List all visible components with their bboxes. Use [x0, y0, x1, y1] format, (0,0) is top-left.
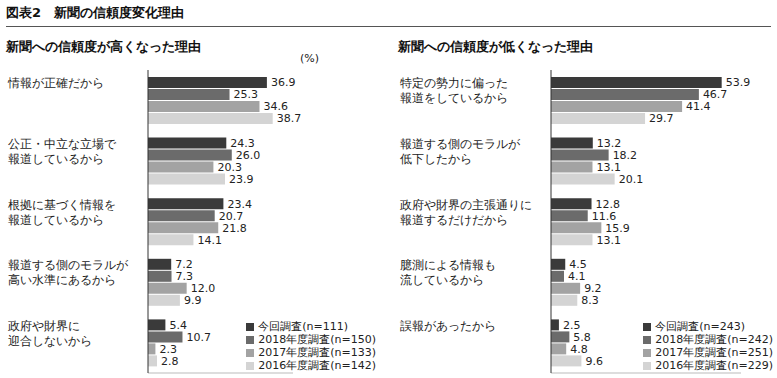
svg-text:12.0: 12.0	[190, 282, 216, 296]
svg-text:23.4: 23.4	[227, 197, 252, 211]
svg-text:臆測による情報も: 臆測による情報も	[400, 258, 496, 272]
svg-text:根拠に基づく情報を: 根拠に基づく情報を	[8, 198, 116, 212]
svg-text:4.5: 4.5	[569, 258, 587, 272]
svg-text:2.5: 2.5	[562, 318, 581, 332]
svg-text:報道しているから: 報道しているから	[8, 213, 104, 227]
svg-text:高い水準にあるから: 高い水準にあるから	[8, 273, 116, 287]
svg-text:9.2: 9.2	[584, 282, 602, 296]
html-text:今回調査(n=243): 今回調査(n=243)	[655, 320, 745, 333]
svg-text:9.9: 9.9	[184, 294, 202, 307]
svg-text:18.2: 18.2	[612, 149, 638, 162]
html-text:2018年度調査(n=242): 2018年度調査(n=242)	[655, 333, 773, 346]
svg-text:流しているから: 流しているから	[400, 273, 484, 287]
svg-text:報道する側のモラルが: 報道する側のモラルが	[8, 258, 129, 272]
svg-text:迎合しないから: 迎合しないから	[8, 334, 92, 348]
svg-text:8.3: 8.3	[581, 294, 599, 307]
html-text:2018年度調査(n=150): 2018年度調査(n=150)	[258, 333, 376, 346]
svg-text:報道しているから: 報道しているから	[8, 152, 104, 166]
svg-text:5.8: 5.8	[573, 330, 591, 344]
svg-text:2.8: 2.8	[161, 355, 179, 368]
svg-text:21.8: 21.8	[222, 222, 247, 235]
html-text:2016年度調査(n=142): 2016年度調査(n=142)	[258, 359, 376, 372]
svg-text:15.9: 15.9	[605, 221, 630, 235]
svg-text:20.1: 20.1	[619, 173, 644, 186]
svg-text:34.6: 34.6	[263, 100, 288, 114]
svg-text:13.1: 13.1	[596, 234, 621, 247]
html-text:今回調査(n=111): 今回調査(n=111)	[258, 320, 348, 333]
svg-text:20.7: 20.7	[218, 209, 244, 223]
svg-text:13.1: 13.1	[596, 161, 621, 174]
svg-text:46.7: 46.7	[702, 88, 728, 102]
svg-text:41.4: 41.4	[686, 100, 711, 113]
svg-text:公正・中立な立場で: 公正・中立な立場で	[8, 137, 117, 151]
html-text:2016年度調査(n=229): 2016年度調査(n=229)	[655, 359, 773, 372]
svg-text:政府や財界に: 政府や財界に	[8, 319, 80, 333]
svg-text:報道する側のモラルが: 報道する側のモラルが	[400, 137, 521, 151]
svg-text:特定の勢力に偏った: 特定の勢力に偏った	[400, 76, 508, 90]
svg-text:20.3: 20.3	[217, 161, 242, 174]
svg-text:低下したから: 低下したから	[400, 152, 472, 166]
svg-text:38.7: 38.7	[277, 112, 302, 125]
html-text:2017年度調査(n=251): 2017年度調査(n=251)	[655, 346, 773, 359]
svg-text:12.8: 12.8	[595, 197, 620, 211]
svg-text:4.1: 4.1	[568, 270, 586, 283]
svg-text:9.6: 9.6	[585, 355, 603, 368]
svg-text:53.9: 53.9	[726, 76, 751, 89]
svg-text:14.1: 14.1	[197, 234, 222, 247]
svg-text:36.9: 36.9	[271, 76, 296, 89]
html-text:新聞への信頼度が高くなった理由: 新聞への信頼度が高くなった理由	[6, 39, 201, 54]
svg-text:7.2: 7.2	[175, 258, 193, 272]
svg-text:24.3: 24.3	[230, 137, 255, 150]
svg-text:誤報があったから: 誤報があったから	[400, 319, 496, 333]
svg-text:報道するだけだから: 報道するだけだから	[400, 213, 508, 227]
svg-text:11.6: 11.6	[591, 209, 617, 223]
html-text:新聞への信頼度が低くなった理由: 新聞への信頼度が低くなった理由	[398, 39, 593, 54]
svg-text:13.2: 13.2	[596, 137, 622, 150]
svg-text:26.0: 26.0	[235, 149, 261, 162]
svg-text:23.9: 23.9	[229, 173, 254, 186]
svg-text:5.4: 5.4	[169, 319, 187, 332]
svg-text:4.8: 4.8	[570, 342, 588, 356]
svg-text:報道をしているから: 報道をしているから	[400, 91, 508, 105]
html-text:2017年度調査(n=133): 2017年度調査(n=133)	[258, 346, 376, 359]
svg-text:情報が正確だから: 情報が正確だから	[8, 76, 104, 90]
svg-text:政府や財界の主張通りに: 政府や財界の主張通りに	[400, 198, 532, 212]
svg-text:7.3: 7.3	[175, 270, 193, 284]
svg-text:29.7: 29.7	[649, 112, 674, 125]
html-text:図表2 新聞の信頼度変化理由: 図表2 新聞の信頼度変化理由	[6, 5, 184, 20]
svg-text:10.7: 10.7	[186, 331, 211, 344]
svg-text:2.3: 2.3	[159, 342, 177, 356]
svg-text:25.3: 25.3	[234, 88, 259, 101]
